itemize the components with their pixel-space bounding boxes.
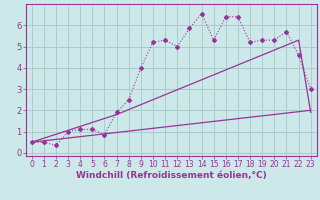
X-axis label: Windchill (Refroidissement éolien,°C): Windchill (Refroidissement éolien,°C) [76,171,267,180]
